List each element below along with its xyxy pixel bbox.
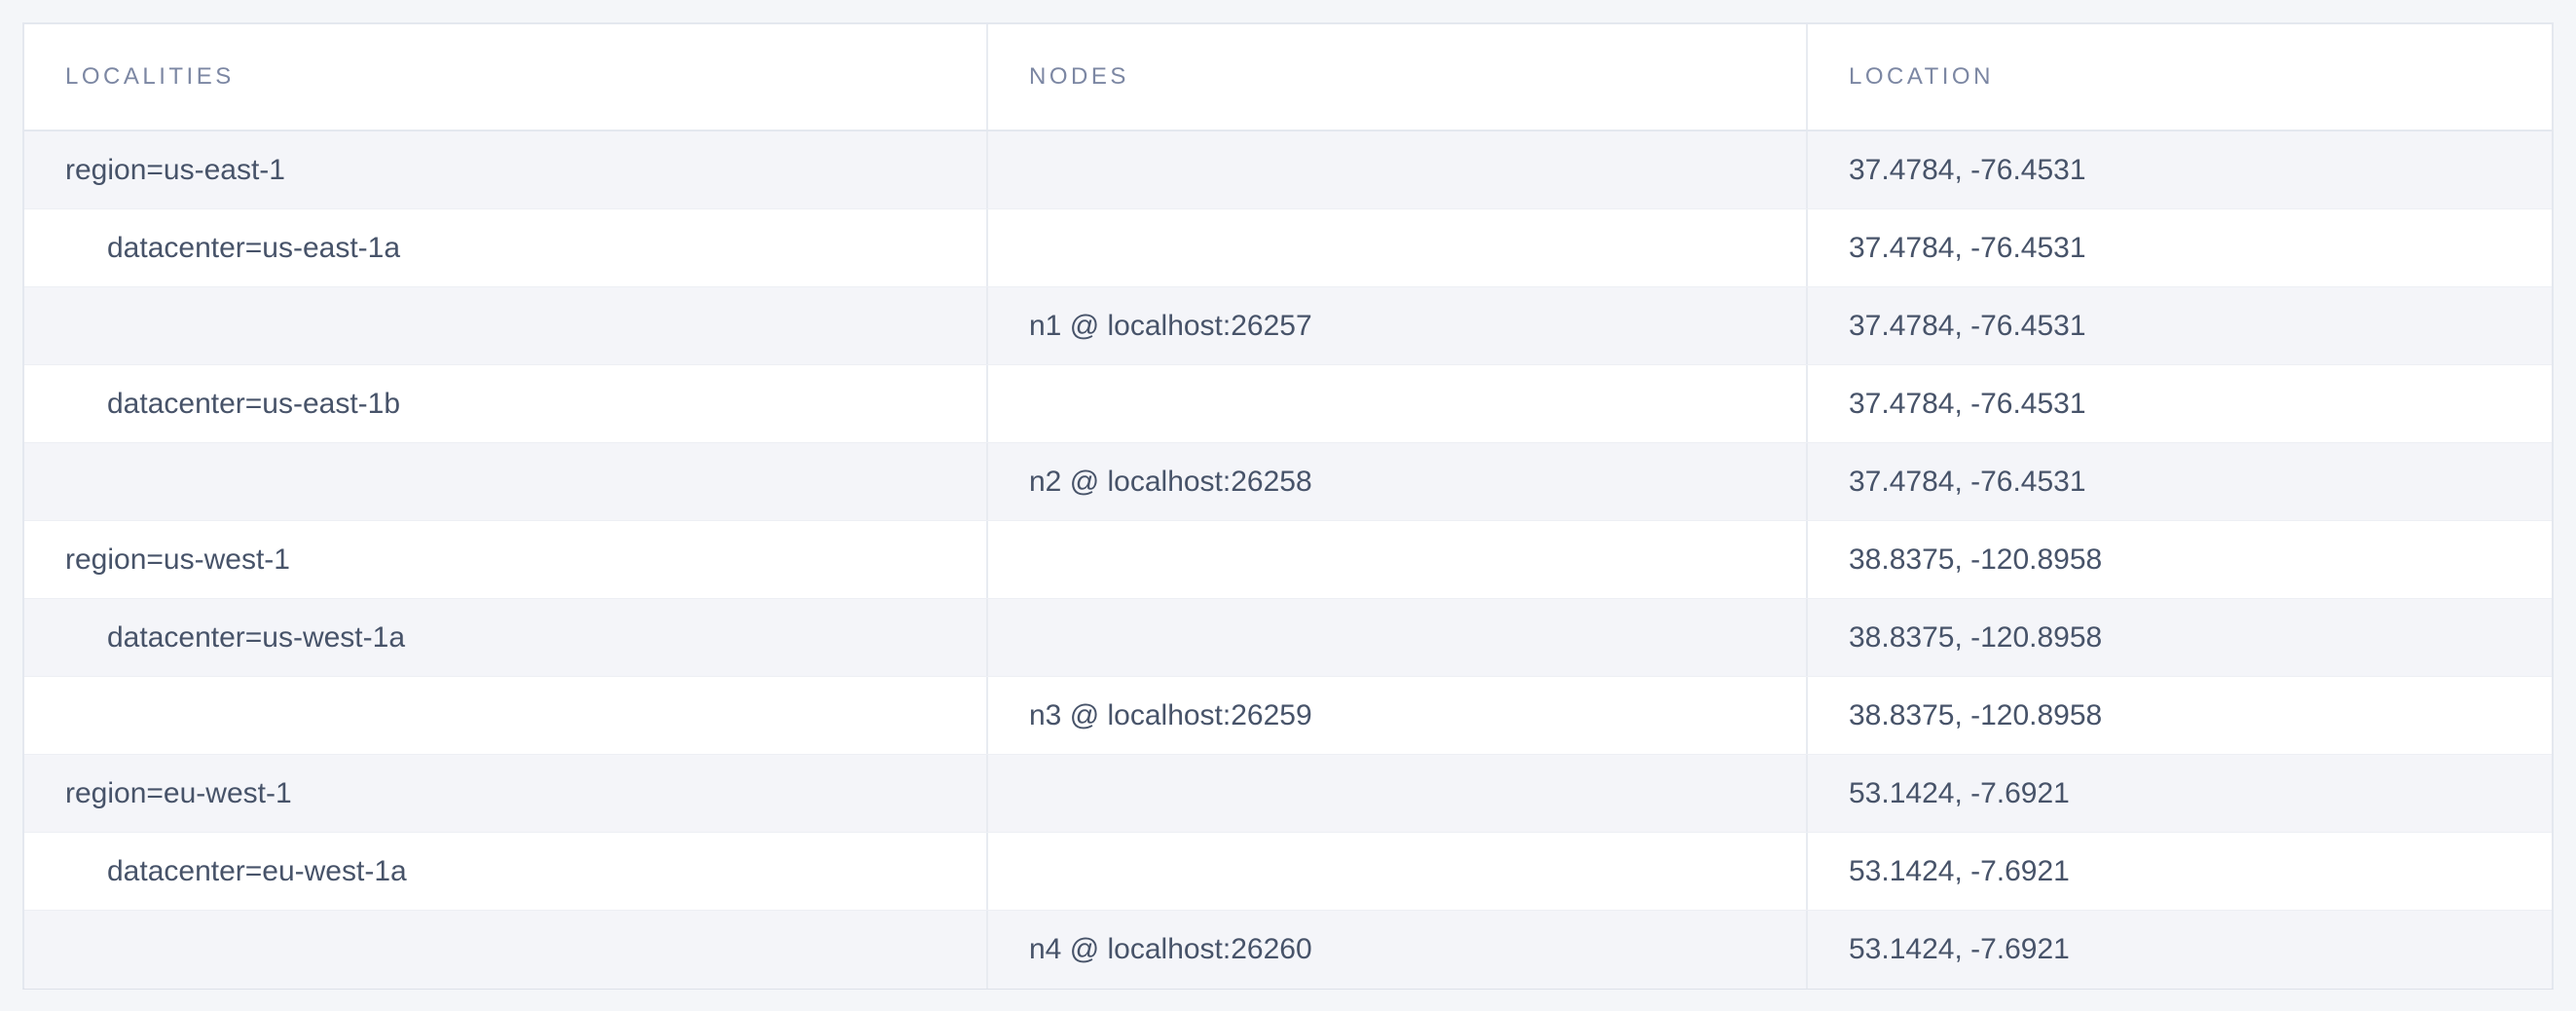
location-cell: 37.4784, -76.4531: [1808, 365, 2552, 442]
node-cell: n3 @ localhost:26259: [988, 677, 1808, 754]
location-cell: 38.8375, -120.8958: [1808, 521, 2552, 598]
node-cell: n4 @ localhost:26260: [988, 911, 1808, 989]
node-label: n3 @ localhost:26259: [1029, 698, 1312, 731]
node-label: n4 @ localhost:26260: [1029, 933, 1312, 965]
locality-cell: datacenter=us-east-1b: [24, 365, 988, 442]
localities-table: LOCALITIES NODES LOCATION region=us-east…: [22, 22, 2554, 990]
table-body: region=us-east-1 37.4784, -76.4531 datacen…: [24, 131, 2552, 989]
location-cell: 38.8375, -120.8958: [1808, 677, 2552, 754]
table-row: datacenter=eu-west-1a 53.1424, -7.6921: [24, 833, 2552, 911]
table-row: n2 @ localhost:26258 37.4784, -76.4531: [24, 443, 2552, 521]
locality-label: region=us-east-1: [65, 153, 285, 186]
locality-cell: [24, 287, 988, 364]
location-cell: 37.4784, -76.4531: [1808, 287, 2552, 364]
location-coordinates: 37.4784, -76.4531: [1849, 309, 2086, 342]
location-coordinates: 37.4784, -76.4531: [1849, 153, 2086, 186]
locality-cell: datacenter=eu-west-1a: [24, 833, 988, 910]
location-coordinates: 37.4784, -76.4531: [1849, 387, 2086, 420]
node-cell: n1 @ localhost:26257: [988, 287, 1808, 364]
column-header-location: LOCATION: [1849, 63, 1994, 90]
location-coordinates: 38.8375, -120.8958: [1849, 698, 2103, 731]
node-cell: [988, 599, 1808, 676]
location-coordinates: 37.4784, -76.4531: [1849, 465, 2086, 498]
locality-label: datacenter=us-west-1a: [107, 620, 406, 654]
location-cell: 38.8375, -120.8958: [1808, 599, 2552, 676]
location-coordinates: 37.4784, -76.4531: [1849, 231, 2086, 264]
node-label: n1 @ localhost:26257: [1029, 309, 1312, 342]
location-cell: 37.4784, -76.4531: [1808, 443, 2552, 520]
locality-cell: region=eu-west-1: [24, 755, 988, 832]
location-coordinates: 53.1424, -7.6921: [1849, 854, 2070, 887]
locality-cell: region=us-west-1: [24, 521, 988, 598]
table-row: n4 @ localhost:26260 53.1424, -7.6921: [24, 911, 2552, 989]
location-cell: 37.4784, -76.4531: [1808, 131, 2552, 208]
location-coordinates: 53.1424, -7.6921: [1849, 933, 2070, 965]
table-row: datacenter=us-east-1a 37.4784, -76.4531: [24, 209, 2552, 287]
node-cell: [988, 131, 1808, 208]
locality-label: datacenter=eu-west-1a: [107, 854, 407, 887]
location-cell: 37.4784, -76.4531: [1808, 209, 2552, 286]
column-header-nodes: NODES: [988, 24, 1808, 130]
location-coordinates: 53.1424, -7.6921: [1849, 776, 2070, 809]
locality-label: datacenter=us-east-1a: [107, 231, 401, 264]
node-cell: [988, 365, 1808, 442]
locality-label: region=us-west-1: [65, 543, 290, 576]
locality-cell: region=us-east-1: [24, 131, 988, 208]
locality-cell: [24, 677, 988, 754]
node-cell: [988, 833, 1808, 910]
table-row: region=eu-west-1 53.1424, -7.6921: [24, 755, 2552, 833]
locality-cell: [24, 443, 988, 520]
location-cell: 53.1424, -7.6921: [1808, 755, 2552, 832]
node-cell: [988, 521, 1808, 598]
locality-cell: datacenter=us-west-1a: [24, 599, 988, 676]
location-cell: 53.1424, -7.6921: [1808, 911, 2552, 989]
locality-cell: datacenter=us-east-1a: [24, 209, 988, 286]
table-row: region=us-west-1 38.8375, -120.8958: [24, 521, 2552, 599]
locality-label: region=eu-west-1: [65, 776, 292, 809]
column-header-localities: LOCALITIES: [24, 24, 988, 130]
table-row: region=us-east-1 37.4784, -76.4531: [24, 131, 2552, 209]
table-row: datacenter=us-west-1a 38.8375, -120.8958: [24, 599, 2552, 677]
table-row: n3 @ localhost:26259 38.8375, -120.8958: [24, 677, 2552, 755]
location-coordinates: 38.8375, -120.8958: [1849, 543, 2103, 576]
node-label: n2 @ localhost:26258: [1029, 465, 1312, 498]
locality-label: datacenter=us-east-1b: [107, 387, 401, 420]
node-cell: [988, 755, 1808, 832]
node-cell: [988, 209, 1808, 286]
location-coordinates: 38.8375, -120.8958: [1849, 620, 2103, 654]
table-header-row: LOCALITIES NODES LOCATION: [24, 24, 2552, 131]
locality-cell: [24, 911, 988, 989]
node-cell: n2 @ localhost:26258: [988, 443, 1808, 520]
table-row: n1 @ localhost:26257 37.4784, -76.4531: [24, 287, 2552, 365]
table-row: datacenter=us-east-1b 37.4784, -76.4531: [24, 365, 2552, 443]
location-cell: 53.1424, -7.6921: [1808, 833, 2552, 910]
